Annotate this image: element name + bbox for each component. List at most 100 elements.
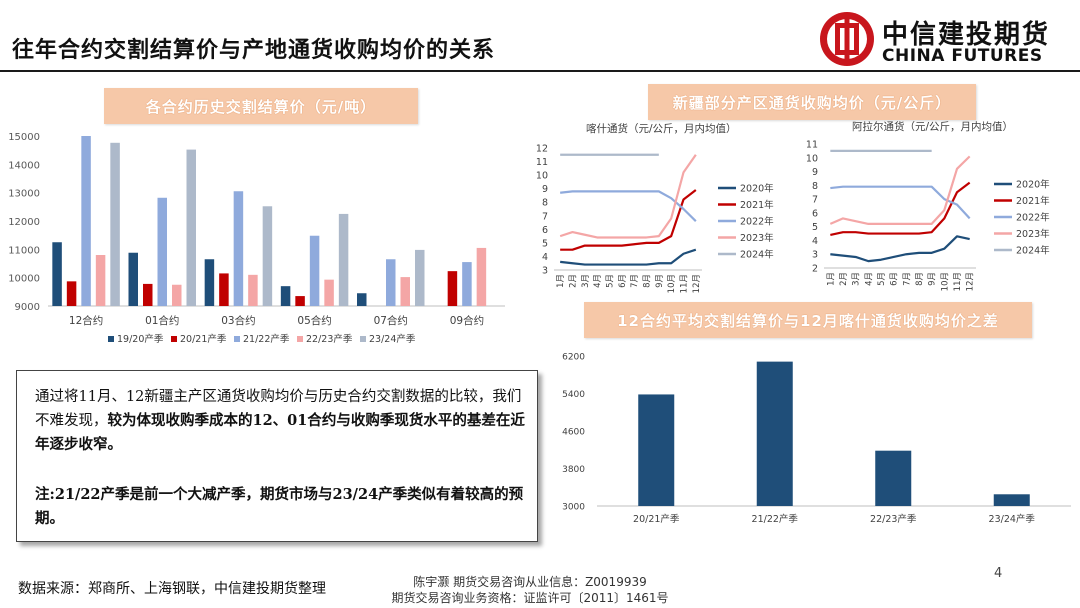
settlement-bar-chart: 9000 10000 11000 12000 13000 14000 15000 12合约 01… bbox=[8, 132, 505, 345]
x-tick-label: 6月 bbox=[618, 274, 628, 288]
bar-21/22产季-05合约 bbox=[309, 235, 320, 306]
series-line-2021年 bbox=[560, 189, 697, 251]
x-tick-label: 4月 bbox=[864, 272, 874, 286]
bar-21/22产季 bbox=[756, 361, 793, 506]
y-tick-label: 15000 bbox=[8, 132, 40, 143]
legend-swatch bbox=[171, 336, 177, 342]
y-tick-label: 3 bbox=[542, 266, 548, 277]
bar-23/24产季-07合约 bbox=[415, 249, 425, 306]
legend-label: 20/21产季 bbox=[180, 333, 227, 345]
x-tick-label: 12月 bbox=[966, 272, 976, 291]
bar-19/20产季-12合约 bbox=[52, 242, 62, 306]
x-tick-label: 4月 bbox=[593, 274, 603, 288]
x-tick-label: 5月 bbox=[606, 274, 616, 288]
y-tick-label: 5 bbox=[542, 238, 548, 249]
x-tick-label: 11月 bbox=[953, 272, 963, 291]
x-tick-label: 20/21产季 bbox=[633, 513, 680, 525]
x-tick-label: 22/23产季 bbox=[870, 513, 917, 525]
logo-emblem-icon bbox=[820, 12, 874, 66]
bar-21/22产季-01合约 bbox=[157, 197, 167, 306]
legend-label: 19/20产季 bbox=[117, 333, 164, 345]
y-tick-label: 11000 bbox=[8, 245, 40, 256]
legend-label: 23/24产季 bbox=[369, 333, 416, 345]
x-tick-label: 10月 bbox=[667, 274, 677, 293]
bar-20/21产季 bbox=[638, 394, 675, 506]
legend-label: 2024年 bbox=[740, 249, 774, 261]
bar-19/20产季-07合约 bbox=[357, 293, 367, 306]
x-tick-label: 21/22产季 bbox=[752, 513, 799, 525]
bar-23/24产季-01合约 bbox=[186, 149, 196, 306]
bar-22/23产季-07合约 bbox=[400, 277, 410, 306]
y-tick-label: 5400 bbox=[562, 390, 585, 400]
bar-20/21产季-03合约 bbox=[219, 273, 229, 306]
bar-23/24产季 bbox=[993, 494, 1030, 506]
x-tick-label: 10月 bbox=[940, 272, 950, 291]
spread-chart-tag: 12合约平均交割结算价与12月喀什通货收购均价之差 bbox=[584, 302, 1032, 338]
footer-analyst: 陈宇灏 期货交易咨询从业信息：Z0019939 bbox=[413, 575, 647, 589]
legend-swatch bbox=[360, 336, 366, 342]
y-tick-label: 9 bbox=[812, 167, 818, 178]
x-tick-label: 5月 bbox=[877, 272, 887, 286]
analysis-footnote: 注:21/22产季是前一个大减产季，期货市场与23/24产季类似有着较高的预期。 bbox=[35, 486, 524, 527]
y-tick-label: 4 bbox=[812, 236, 818, 247]
x-tick-label: 07合约 bbox=[374, 314, 408, 327]
page-title: 往年合约交割结算价与产地通货收购均价的关系 bbox=[12, 37, 496, 63]
x-tick-label: 9月 bbox=[655, 274, 665, 288]
y-tick-label: 12 bbox=[536, 144, 548, 155]
spread-chart-tag-label: 12合约平均交割结算价与12月喀什通货收购均价之差 bbox=[617, 311, 999, 330]
analysis-note-box: 通过将11月、12新疆主产区通货收购均价与历史合约交割数据的比较，我们不难发现，… bbox=[16, 370, 538, 542]
x-tick-label: 09合约 bbox=[450, 314, 484, 327]
bar-22/23产季-05合约 bbox=[324, 279, 334, 306]
x-tick-label: 2月 bbox=[839, 272, 849, 286]
bar-23/24产季-03合约 bbox=[262, 206, 273, 306]
alaer-line-chart: 阿拉尔通货（元/公斤，月内均值） 2 3 4 5 6 7 8 9 10 11 1月 2月 3月 4月 5月 6月… bbox=[806, 120, 1050, 291]
bar-23/24产季-12合约 bbox=[110, 142, 120, 306]
logo-text-cn: 中信建投期货 bbox=[882, 20, 1051, 50]
bar-20/21产季-09合约 bbox=[447, 271, 458, 306]
series-line-2023年 bbox=[559, 154, 697, 239]
legend-label: 2021年 bbox=[740, 199, 774, 211]
y-tick-label: 7 bbox=[542, 211, 548, 222]
x-tick-label: 8月 bbox=[643, 274, 653, 288]
y-tick-label: 11 bbox=[536, 157, 548, 168]
y-tick-label: 3 bbox=[812, 250, 818, 261]
y-tick-label: 2 bbox=[812, 264, 818, 275]
analysis-text-plain: 通过将11月、12新疆主产区通货收购均价与历史合约交割数据的比较，我们不难发现， bbox=[35, 389, 522, 429]
footer-license: 期货交易咨询业务资格：证监许可〔2011〕1461号 bbox=[391, 591, 669, 605]
procurement-chart-tag: 新疆部分产区通货收购均价（元/公斤） bbox=[648, 84, 976, 120]
y-tick-label: 12000 bbox=[8, 217, 40, 228]
x-tick-label: 23/24产季 bbox=[989, 513, 1036, 525]
title-divider bbox=[0, 70, 1080, 72]
legend-label: 2020年 bbox=[740, 183, 774, 195]
y-tick-label: 14000 bbox=[8, 160, 40, 171]
series-line-2022年 bbox=[560, 190, 697, 222]
x-tick-label: 01合约 bbox=[145, 314, 179, 327]
x-tick-label: 8月 bbox=[915, 272, 925, 286]
procurement-chart-tag-label: 新疆部分产区通货收购均价（元/公斤） bbox=[672, 93, 952, 112]
data-source: 数据来源：郑商所、上海钢联，中信建投期货整理 bbox=[18, 581, 326, 597]
y-tick-label: 6 bbox=[812, 208, 818, 219]
x-tick-label: 1月 bbox=[556, 274, 566, 288]
bar-21/22产季-12合约 bbox=[81, 136, 91, 306]
bar-22/23产季-01合约 bbox=[172, 284, 182, 306]
x-tick-label: 12月 bbox=[692, 274, 702, 293]
legend-label: 2021年 bbox=[1016, 195, 1050, 207]
bar-19/20产季-03合约 bbox=[204, 259, 215, 306]
y-tick-label: 6200 bbox=[562, 353, 585, 363]
page-number: 4 bbox=[994, 566, 1003, 581]
y-tick-label: 11 bbox=[806, 140, 818, 151]
x-tick-label: 1月 bbox=[826, 272, 836, 286]
y-tick-label: 10000 bbox=[8, 274, 40, 285]
bar-19/20产季-05合约 bbox=[280, 286, 291, 306]
legend-label: 21/22产季 bbox=[243, 333, 290, 345]
y-tick-label: 3800 bbox=[562, 465, 585, 475]
y-tick-label: 6 bbox=[542, 225, 548, 236]
x-tick-label: 11月 bbox=[680, 274, 690, 293]
y-tick-label: 13000 bbox=[8, 189, 40, 200]
y-tick-label: 3000 bbox=[562, 503, 585, 513]
y-tick-label: 9000 bbox=[15, 302, 40, 313]
y-tick-label: 10 bbox=[806, 153, 818, 164]
bar-22/23产季-03合约 bbox=[248, 274, 258, 306]
legend-label: 2023年 bbox=[740, 232, 774, 244]
company-logo: 中信建投期货 CHINA FUTURES bbox=[818, 10, 1068, 68]
